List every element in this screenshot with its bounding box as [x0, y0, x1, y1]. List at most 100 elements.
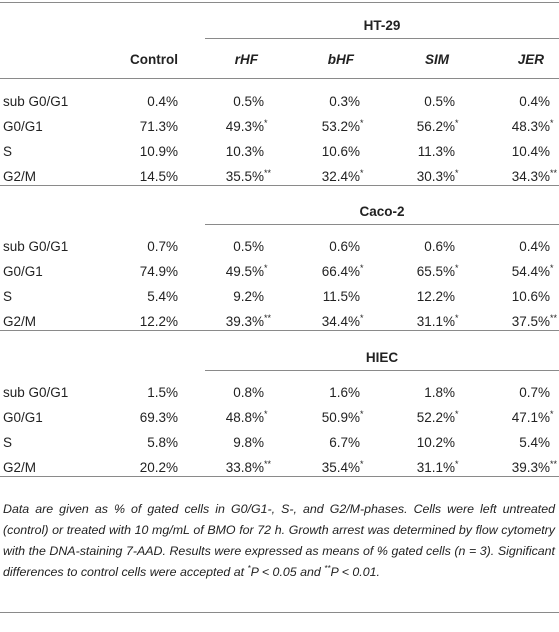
cell: 71.3% — [139, 119, 178, 134]
significance-mark: * — [455, 168, 459, 178]
significance-mark: * — [550, 409, 554, 419]
row-label: G0/G1 — [3, 410, 43, 425]
cell: 56.2% * — [416, 118, 459, 135]
cell-value: 35.4% — [321, 460, 360, 475]
cell-value: 54.4% — [511, 264, 550, 279]
row-label: G0/G1 — [3, 119, 43, 134]
significance-mark: * — [264, 118, 268, 128]
significance-mark: ** — [550, 168, 558, 178]
cell-value: 37.5% — [511, 314, 550, 329]
cell: 0.4% — [147, 94, 178, 109]
row-label: G0/G1 — [3, 264, 43, 279]
cell-value: 49.5% — [225, 264, 264, 279]
cell: 32.4% * — [322, 168, 364, 185]
cell: 33.8% ** — [225, 459, 271, 476]
row-label: S — [3, 435, 13, 450]
cell: 0.7% — [519, 385, 550, 400]
cell-value: 34.4% — [321, 314, 360, 329]
cell: 48.3% * — [512, 118, 554, 135]
cell: 10.3% — [225, 144, 264, 159]
cell: 14.5% — [139, 169, 178, 184]
rule — [205, 224, 559, 225]
significance-mark: ** — [264, 459, 272, 469]
row-label: S — [3, 289, 13, 304]
cell: 35.5% ** — [226, 168, 271, 185]
cell: 0.5% — [424, 94, 455, 109]
cell: 10.2% — [416, 435, 455, 450]
cell: 1.8% — [424, 385, 455, 400]
cell-value: 47.1% — [511, 410, 550, 425]
cell-value: 39.3% — [225, 314, 264, 329]
cell: 10.4% — [511, 144, 550, 159]
cell: 39.3% ** — [511, 459, 557, 476]
significance-mark: ** — [550, 313, 558, 323]
footnote-mark: ** — [324, 563, 331, 573]
significance-mark: * — [455, 263, 459, 273]
cell: 0.5% — [233, 239, 264, 254]
cell: 10.6% — [321, 144, 360, 159]
cell: 5.8% — [147, 435, 178, 450]
cell-value: 34.3% — [511, 169, 550, 184]
significance-mark: * — [360, 263, 364, 273]
cell: 0.5% — [233, 94, 264, 109]
cell: 34.4% * — [321, 313, 364, 330]
cell-value: 65.5% — [416, 264, 455, 279]
cell: 35.4% * — [321, 459, 364, 476]
cell-value: 31.1% — [416, 460, 455, 475]
rule — [0, 612, 559, 613]
row-label: G2/M — [3, 460, 37, 475]
section-title: HT-29 — [363, 18, 401, 33]
rule — [0, 476, 559, 477]
cell: 10.9% — [139, 144, 178, 159]
cell: 50.9% * — [321, 409, 364, 426]
cell: 69.3% — [139, 410, 178, 425]
cell-value: 48.8% — [225, 410, 264, 425]
cell: 48.8% * — [225, 409, 268, 426]
cell: 31.1% * — [416, 313, 459, 330]
significance-mark: * — [360, 459, 364, 469]
significance-mark: * — [455, 409, 459, 419]
column-header: Control — [130, 52, 178, 67]
cell: 11.3% — [417, 144, 455, 159]
cell-value: 30.3% — [416, 169, 455, 184]
significance-mark: * — [360, 118, 364, 128]
significance-mark: ** — [550, 459, 558, 469]
significance-mark: * — [264, 409, 268, 419]
row-label: sub G0/G1 — [3, 94, 69, 109]
rule — [205, 370, 559, 371]
cell: 5.4% — [147, 289, 178, 304]
cell: 30.3% * — [416, 168, 459, 185]
significance-mark: ** — [264, 313, 272, 323]
cell: 12.2% — [416, 289, 455, 304]
cell: 0.7% — [147, 239, 178, 254]
cell-value: 39.3% — [511, 460, 550, 475]
cell: 52.2% * — [416, 409, 459, 426]
cell: 1.5% — [147, 385, 178, 400]
cell-value: 56.2% — [416, 119, 455, 134]
row-label: G2/M — [3, 169, 37, 184]
cell: 0.3% — [329, 94, 360, 109]
rule — [205, 38, 559, 39]
cell: 0.6% — [329, 239, 360, 254]
section-title: Caco-2 — [359, 204, 405, 219]
cell: 66.4% * — [322, 263, 364, 280]
cell-value: 33.8% — [225, 460, 264, 475]
cell-value: 31.1% — [416, 314, 455, 329]
cell: 37.5% ** — [511, 313, 557, 330]
cell-value: 52.2% — [416, 410, 455, 425]
row-label: sub G0/G1 — [3, 385, 69, 400]
significance-mark: * — [550, 118, 554, 128]
significance-mark: * — [455, 313, 459, 323]
cell-value: 50.9% — [321, 410, 360, 425]
significance-mark: ** — [264, 168, 272, 178]
cell: 6.7% — [329, 435, 360, 450]
cell: 49.3% * — [226, 118, 268, 135]
footnote-text: P < 0.05 and — [250, 565, 325, 579]
footnote: Data are given as % of gated cells in G0… — [3, 499, 555, 583]
row-label: sub G0/G1 — [3, 239, 69, 254]
cell: 9.8% — [233, 435, 264, 450]
footnote-text: Data are given as % of gated cells in G0… — [3, 502, 555, 579]
cell: 9.2% — [233, 289, 264, 304]
cell: 10.6% — [511, 289, 550, 304]
column-header: rHF — [234, 52, 258, 67]
